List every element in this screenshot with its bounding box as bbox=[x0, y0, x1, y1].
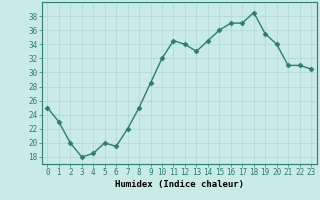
X-axis label: Humidex (Indice chaleur): Humidex (Indice chaleur) bbox=[115, 180, 244, 189]
